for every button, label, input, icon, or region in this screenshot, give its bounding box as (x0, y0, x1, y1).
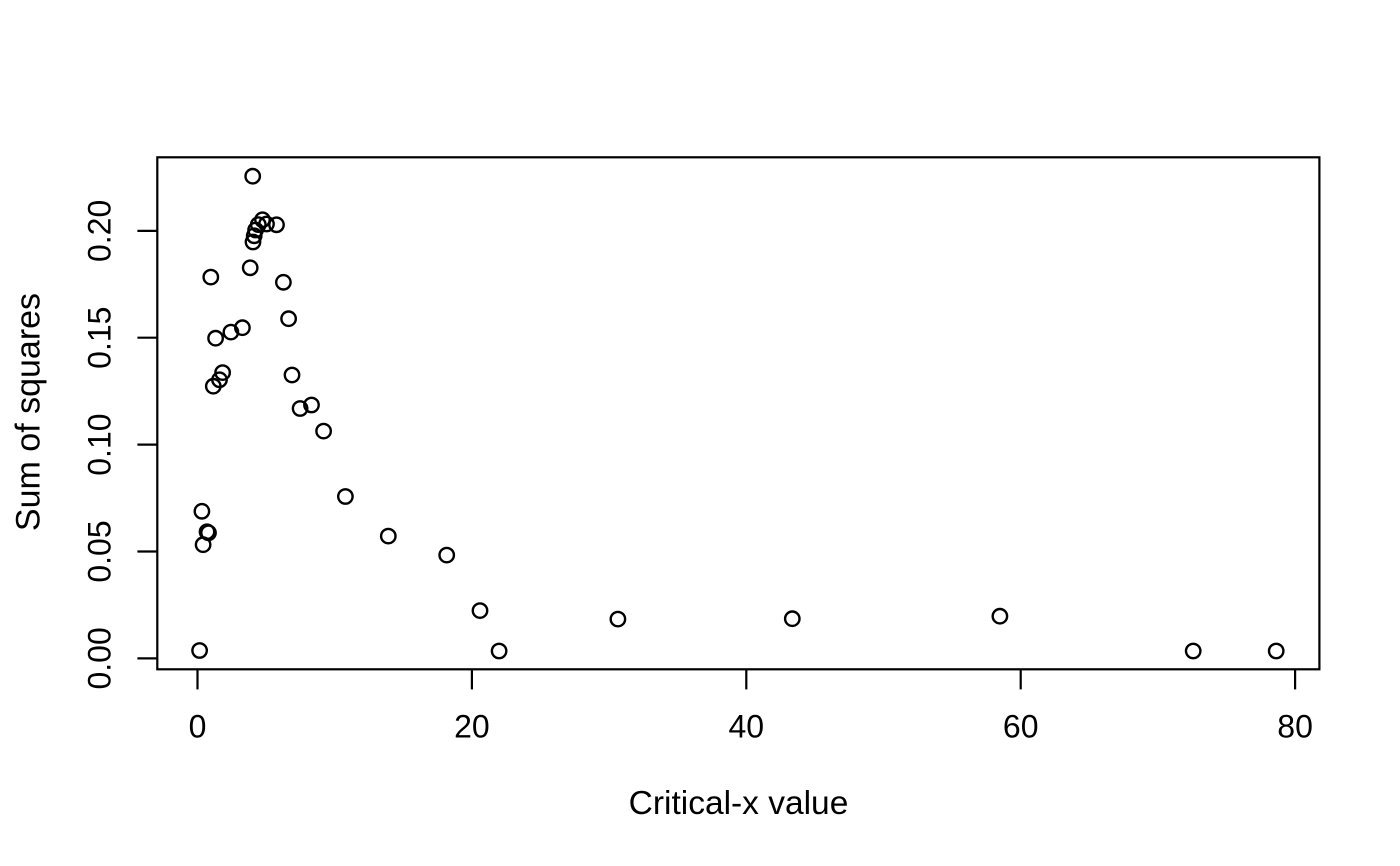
svg-text:Critical-x value: Critical-x value (629, 785, 849, 822)
svg-text:0.20: 0.20 (81, 200, 117, 262)
svg-text:0: 0 (189, 708, 207, 744)
svg-text:0.05: 0.05 (81, 520, 117, 582)
svg-text:80: 80 (1277, 708, 1313, 744)
svg-text:0.15: 0.15 (81, 307, 117, 369)
svg-text:0.10: 0.10 (81, 413, 117, 475)
svg-text:Sum of squares: Sum of squares (10, 293, 48, 531)
svg-text:40: 40 (729, 708, 765, 744)
svg-text:60: 60 (1003, 708, 1039, 744)
svg-text:0.00: 0.00 (81, 627, 117, 689)
svg-text:20: 20 (454, 708, 490, 744)
